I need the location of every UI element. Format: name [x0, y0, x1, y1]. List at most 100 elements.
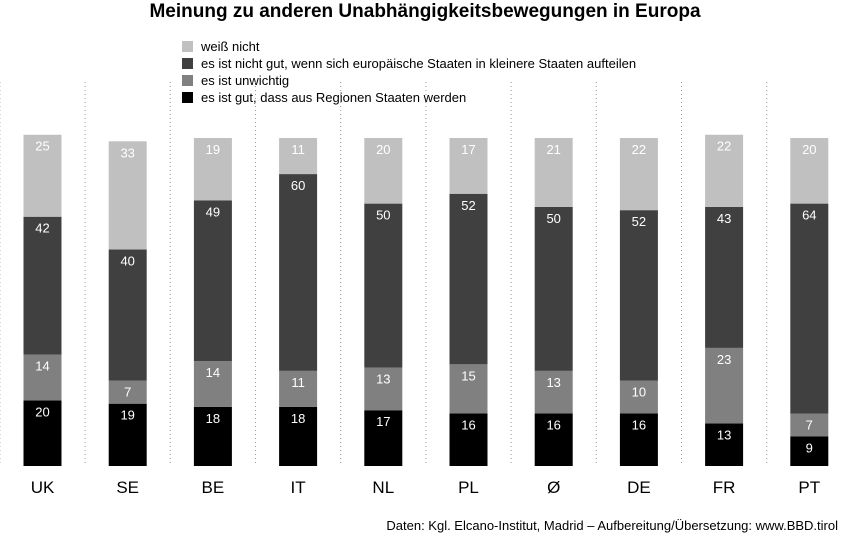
data-label: 13 — [546, 375, 560, 390]
bar-segment — [108, 403, 147, 466]
legend-label: weiß nicht — [201, 39, 260, 54]
bar-segment — [23, 354, 62, 401]
data-label: 52 — [461, 198, 475, 213]
bar-segment — [279, 370, 318, 407]
data-label: 43 — [717, 211, 731, 226]
source-note: Daten: Kgl. Elcano-Institut, Madrid – Au… — [386, 518, 838, 533]
legend: weiß nicht es ist nicht gut, wenn sich e… — [182, 38, 636, 106]
data-label: 13 — [717, 427, 731, 442]
data-label: 60 — [291, 178, 305, 193]
bar-segment — [534, 206, 573, 371]
data-label: 33 — [120, 145, 134, 160]
data-label: 7 — [806, 418, 813, 433]
data-label: 40 — [120, 254, 134, 269]
data-label: 15 — [461, 368, 475, 383]
bar-segment — [705, 206, 744, 348]
data-label: 22 — [717, 139, 731, 154]
chart-title: Meinung zu anderen Unabhängigkeitsbewegu… — [149, 1, 701, 22]
data-label: 18 — [206, 411, 220, 426]
data-label: 11 — [291, 142, 305, 157]
bar-segment — [364, 138, 403, 204]
data-label: 16 — [632, 418, 646, 433]
bar-segment — [193, 138, 232, 201]
data-label: 14 — [206, 365, 220, 380]
bar-segment — [790, 203, 829, 414]
bar-segment — [534, 138, 573, 207]
bar-segment — [108, 380, 147, 404]
bar-segment — [705, 347, 744, 424]
bar-segment — [193, 200, 232, 362]
data-label: 23 — [717, 352, 731, 367]
data-label: 20 — [35, 404, 49, 419]
bar-segment — [534, 413, 573, 466]
bar-segment — [705, 134, 744, 207]
bar-segment — [705, 423, 744, 466]
data-label: 17 — [376, 414, 390, 429]
bar-segment — [193, 406, 232, 466]
bar-segment — [193, 361, 232, 407]
bar-segment — [790, 436, 829, 466]
data-label: 9 — [806, 440, 813, 455]
data-label: 13 — [376, 372, 390, 387]
legend-label: es ist unwichtig — [201, 73, 290, 88]
data-label: 16 — [546, 418, 560, 433]
x-tick-label: FR — [713, 478, 736, 497]
data-label: 21 — [546, 142, 560, 157]
bar-segment — [279, 138, 318, 175]
bar-segment — [364, 367, 403, 411]
legend-item-nicht-gut: es ist nicht gut, wenn sich europäische … — [182, 55, 636, 72]
data-label: 64 — [802, 208, 816, 223]
bar-segment — [108, 249, 147, 381]
legend-swatch — [182, 41, 193, 52]
bar-segment — [108, 141, 147, 250]
data-label: 11 — [291, 375, 305, 390]
bar-segment — [364, 410, 403, 466]
legend-item-weiss-nicht: weiß nicht — [182, 38, 636, 55]
data-label: 50 — [376, 208, 390, 223]
bar-segment — [534, 370, 573, 414]
x-tick-label: UK — [31, 478, 55, 497]
bar-segment — [619, 138, 658, 211]
x-tick-label: BE — [202, 478, 225, 497]
legend-swatch — [182, 58, 193, 69]
data-label: 52 — [632, 214, 646, 229]
data-label: 49 — [206, 204, 220, 219]
data-label: 7 — [124, 385, 131, 400]
bar-segment — [364, 203, 403, 368]
bar-segment — [790, 138, 829, 204]
x-tick-label: PT — [798, 478, 820, 497]
bar-segment — [279, 174, 318, 371]
x-tick-label: NL — [372, 478, 394, 497]
legend-label: es ist gut, dass aus Regionen Staaten we… — [201, 90, 467, 105]
data-label: 20 — [376, 142, 390, 157]
bar-segment — [279, 406, 318, 466]
data-label: 50 — [546, 211, 560, 226]
x-tick-label: IT — [291, 478, 306, 497]
bar-segment — [449, 138, 488, 194]
data-label: 14 — [35, 358, 49, 373]
bar-segment — [619, 210, 658, 381]
x-tick-label: PL — [458, 478, 479, 497]
bar-segment — [23, 134, 62, 217]
legend-label: es ist nicht gut, wenn sich europäische … — [201, 56, 637, 71]
data-label: 20 — [802, 142, 816, 157]
data-label: 19 — [120, 408, 134, 423]
data-label: 25 — [35, 139, 49, 154]
data-label: 16 — [461, 418, 475, 433]
bar-segment — [619, 413, 658, 466]
x-tick-label: DE — [627, 478, 651, 497]
data-label: 10 — [632, 385, 646, 400]
legend-swatch — [182, 75, 193, 86]
data-label: 42 — [35, 221, 49, 236]
data-label: 19 — [206, 142, 220, 157]
x-tick-label: SE — [116, 478, 139, 497]
bar-segment — [23, 216, 62, 355]
bar-segment — [619, 380, 658, 414]
data-label: 22 — [632, 142, 646, 157]
bar-segment — [449, 413, 488, 466]
legend-item-gut: es ist gut, dass aus Regionen Staaten we… — [182, 89, 636, 106]
legend-item-unwichtig: es ist unwichtig — [182, 72, 636, 89]
data-label: 17 — [461, 142, 475, 157]
data-label: 18 — [291, 411, 305, 426]
